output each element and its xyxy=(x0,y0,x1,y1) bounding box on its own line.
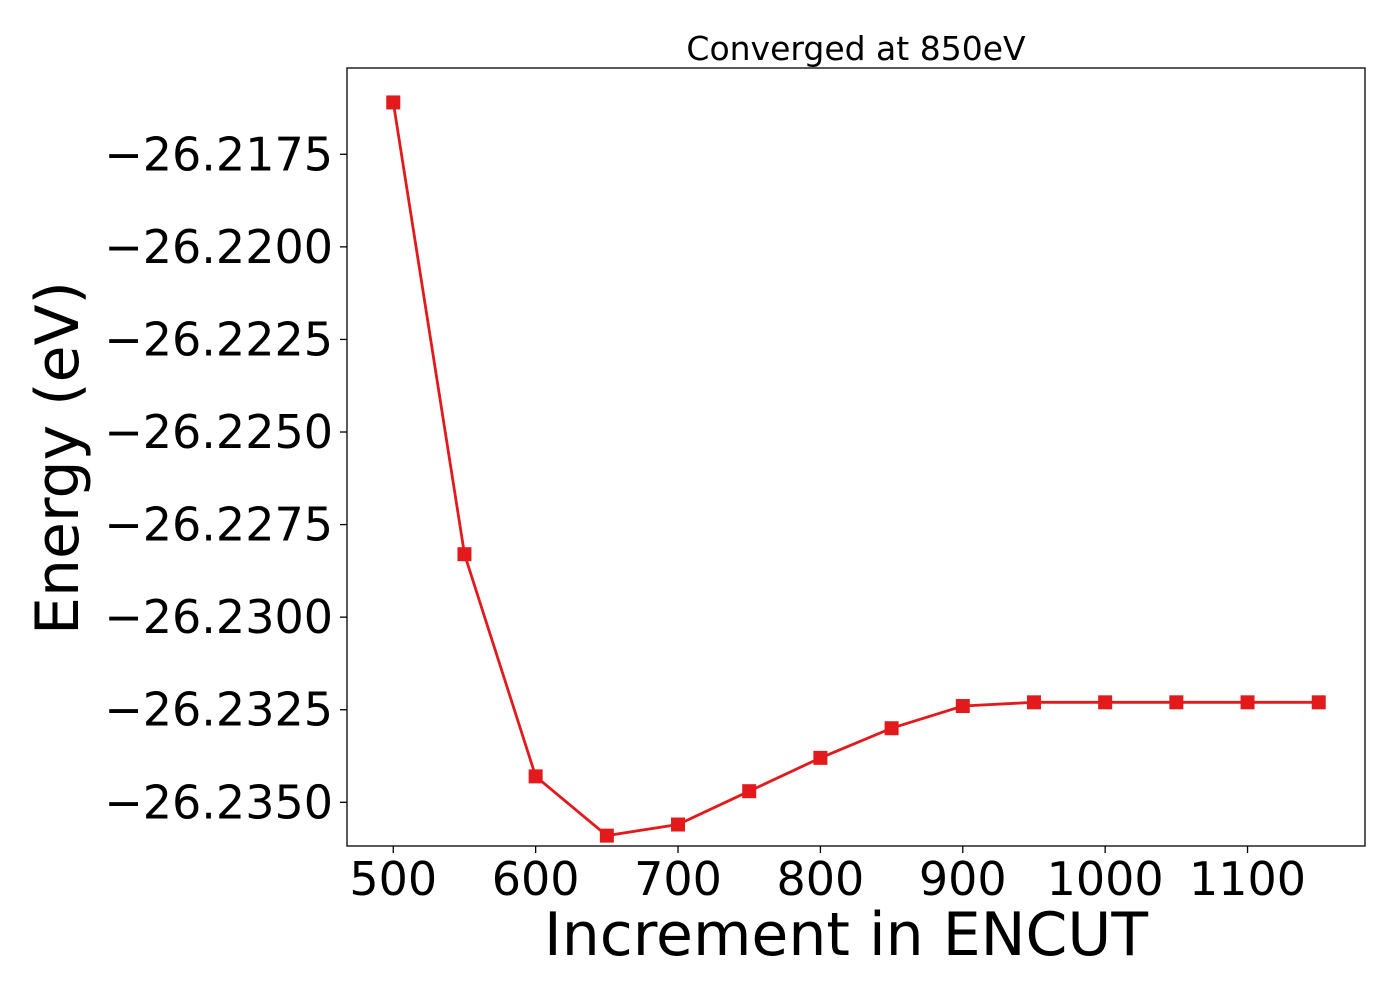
y-tick-label: −26.2175 xyxy=(104,127,333,181)
x-tick-label: 600 xyxy=(492,852,580,906)
plot-area-frame xyxy=(346,67,1366,847)
data-point xyxy=(813,750,828,765)
data-point xyxy=(528,769,543,784)
x-axis-ticks: 500 600 700 800 900 1000 1100 xyxy=(349,846,1306,906)
x-tick-label: 1100 xyxy=(1189,852,1306,906)
y-tick-label: −26.2250 xyxy=(104,405,333,459)
y-tick-label: −26.2350 xyxy=(104,775,333,829)
y-tick-label: −26.2300 xyxy=(104,590,333,644)
y-tick-label: −26.2200 xyxy=(104,220,333,274)
data-point xyxy=(1240,695,1255,710)
y-axis-label: Energy (eV) xyxy=(23,281,93,635)
data-point xyxy=(671,817,686,832)
x-tick-label: 1000 xyxy=(1047,852,1164,906)
data-point xyxy=(1311,695,1326,710)
x-axis-label: Increment in ENCUT xyxy=(544,900,1148,970)
series-markers xyxy=(386,95,1326,843)
data-point xyxy=(386,95,401,110)
chart-title: Converged at 850eV xyxy=(686,29,1026,68)
data-point xyxy=(1026,695,1041,710)
data-point xyxy=(457,547,472,562)
data-point xyxy=(1098,695,1113,710)
x-tick-label: 900 xyxy=(919,852,1007,906)
series-line xyxy=(391,102,1319,838)
y-tick-label: −26.2325 xyxy=(104,683,333,737)
data-point xyxy=(884,721,899,736)
y-tick-label: −26.2225 xyxy=(104,312,333,366)
data-point xyxy=(742,784,757,799)
data-point xyxy=(955,699,970,714)
x-tick-label: 500 xyxy=(349,852,437,906)
y-axis-ticks: −26.2175 −26.2200 −26.2225 −26.2250 −26.2275… xyxy=(104,127,347,829)
x-tick-label: 700 xyxy=(634,852,722,906)
data-point xyxy=(1169,695,1184,710)
y-tick-label: −26.2275 xyxy=(104,498,333,552)
data-point xyxy=(599,828,614,843)
x-tick-label: 800 xyxy=(776,852,864,906)
